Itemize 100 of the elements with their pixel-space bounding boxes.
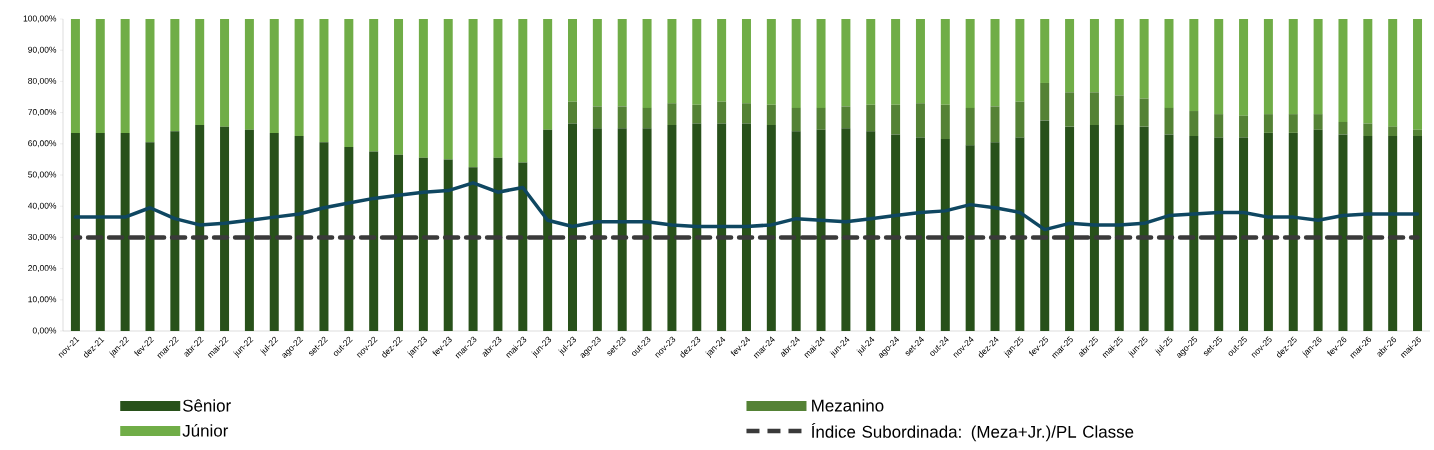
bar — [493, 19, 503, 158]
bar — [717, 19, 727, 102]
bar — [418, 19, 428, 158]
bar — [891, 104, 901, 135]
bar — [1139, 126, 1149, 331]
bar — [866, 131, 876, 331]
bar — [1015, 101, 1025, 138]
bar — [443, 19, 453, 160]
bar — [791, 131, 801, 331]
bar — [1313, 19, 1323, 115]
bar — [120, 132, 130, 331]
bar — [394, 19, 404, 155]
bar — [120, 19, 130, 133]
y-tick-label: 100,00% — [23, 15, 57, 23]
bar — [1139, 19, 1149, 99]
bar — [1089, 92, 1099, 126]
bar — [990, 106, 1000, 143]
bar — [195, 125, 205, 331]
bar — [95, 132, 105, 331]
bar — [1164, 134, 1174, 331]
bar — [518, 162, 528, 331]
bar — [319, 19, 329, 143]
bar — [1139, 98, 1149, 127]
bar — [1189, 111, 1199, 136]
bar — [145, 142, 155, 331]
bar — [617, 128, 627, 331]
bar — [70, 132, 80, 331]
bar — [617, 19, 627, 107]
bar — [592, 128, 602, 331]
bar — [915, 103, 925, 138]
bar — [766, 104, 776, 126]
legend-label: Júnior — [182, 424, 229, 437]
legend-label: Sênior — [182, 399, 231, 412]
bar — [1239, 19, 1249, 116]
legend-label: Índice Subordinada: (Meza+Jr.)/PL Classe — [811, 422, 1134, 442]
bar — [915, 19, 925, 104]
y-tick-label: 20,00% — [28, 265, 57, 273]
bar — [1114, 95, 1124, 126]
y-tick-label: 50,00% — [28, 171, 57, 179]
bar — [319, 142, 329, 331]
bar — [1164, 19, 1174, 108]
bar — [518, 19, 528, 163]
bar — [1263, 114, 1273, 133]
bar — [369, 19, 379, 152]
bar — [220, 19, 230, 127]
bar — [816, 129, 826, 331]
bar — [1065, 126, 1075, 331]
bar — [568, 123, 577, 331]
bar — [1214, 114, 1224, 138]
bar — [667, 103, 677, 126]
bar — [940, 104, 950, 140]
bar — [1363, 19, 1373, 124]
bar — [1040, 82, 1050, 121]
legend-label: Mezanino — [812, 399, 884, 412]
bar — [841, 106, 851, 129]
bar — [1239, 115, 1249, 138]
bar — [866, 104, 876, 132]
bar — [1388, 19, 1398, 127]
bar — [1114, 19, 1124, 96]
bar — [816, 107, 826, 130]
bar — [617, 106, 627, 129]
bar — [940, 19, 950, 105]
bar — [1313, 114, 1323, 130]
y-tick-label: 30,00% — [28, 233, 57, 241]
bar — [294, 19, 304, 136]
bar — [1015, 19, 1025, 102]
bar — [841, 19, 851, 107]
bar — [1288, 114, 1298, 133]
bar — [592, 106, 602, 129]
bar — [294, 136, 304, 331]
bar — [543, 19, 553, 130]
bar — [568, 101, 577, 124]
bar — [344, 146, 354, 331]
bar — [891, 134, 901, 331]
y-tick-label: 60,00% — [28, 140, 57, 148]
bar — [195, 19, 205, 126]
bar — [443, 159, 453, 331]
bar — [741, 103, 751, 124]
bar — [70, 19, 80, 133]
bar — [965, 145, 975, 331]
bar — [493, 157, 503, 331]
bar — [841, 128, 851, 331]
y-tick-label: 40,00% — [27, 202, 57, 210]
y-tick-label: 70,00% — [28, 109, 57, 117]
bar — [269, 19, 279, 133]
bar — [95, 19, 105, 133]
bar — [394, 154, 404, 331]
bar — [965, 107, 975, 146]
bar — [170, 19, 180, 132]
bar — [1288, 19, 1298, 115]
bar — [692, 19, 702, 105]
bar — [1338, 19, 1348, 122]
bar — [1413, 129, 1423, 136]
bar — [1288, 132, 1298, 331]
bar — [1363, 123, 1373, 136]
bar — [1388, 126, 1398, 136]
bar — [1239, 137, 1249, 331]
bar — [369, 151, 379, 331]
bar — [717, 101, 727, 124]
bar — [468, 167, 478, 331]
